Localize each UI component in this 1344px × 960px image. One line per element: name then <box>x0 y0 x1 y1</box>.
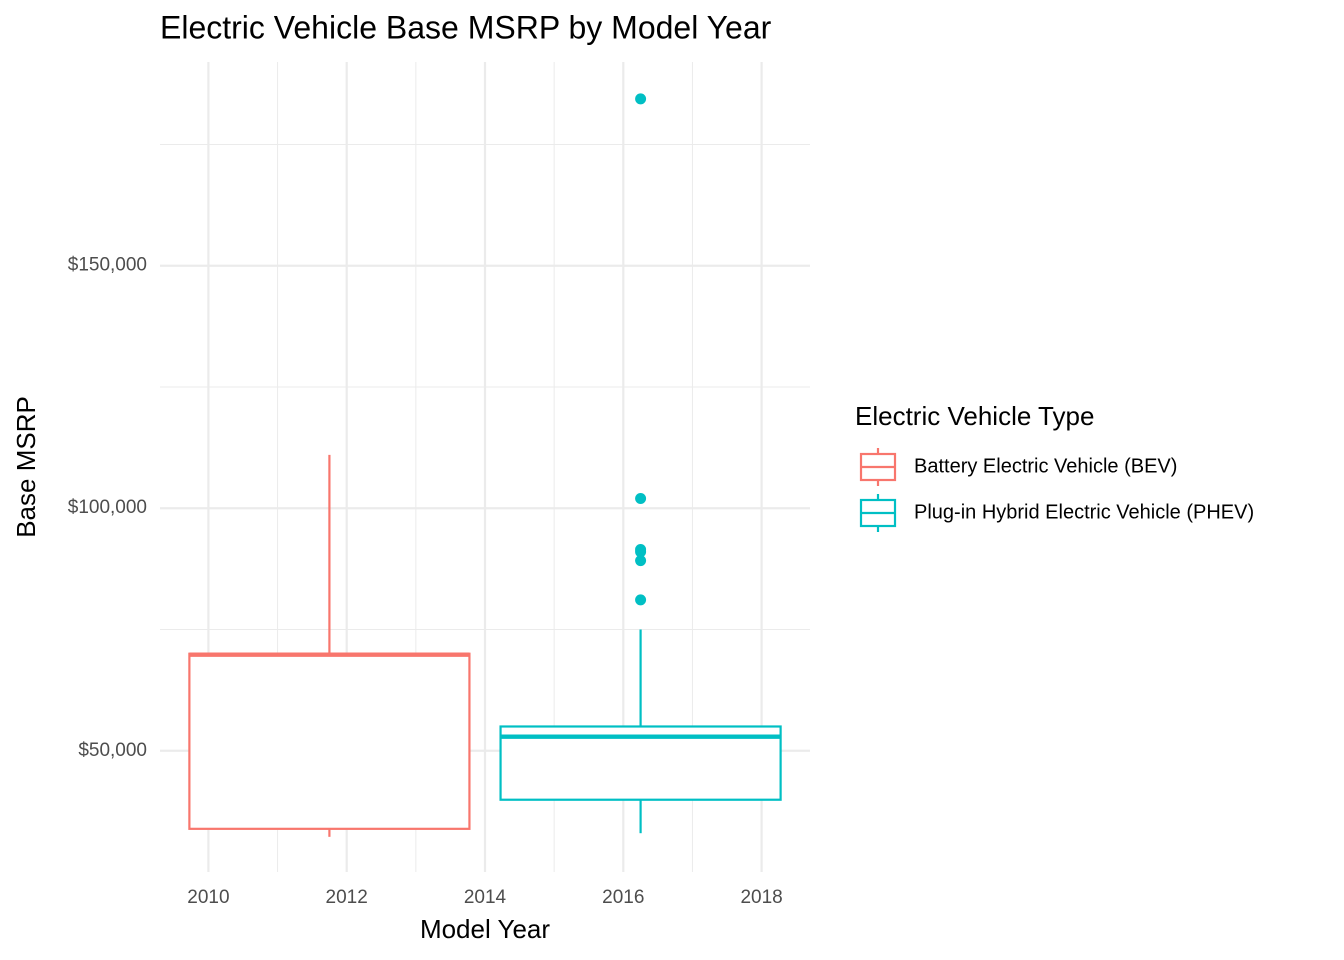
y-tick-label: $100,000 <box>68 497 147 518</box>
outlier <box>635 555 647 567</box>
legend-label: Plug-in Hybrid Electric Vehicle (PHEV) <box>914 501 1254 523</box>
outlier <box>635 93 647 105</box>
x-tick-label: 2016 <box>602 887 644 908</box>
outlier <box>635 594 647 606</box>
outlier <box>635 546 647 558</box>
marks <box>188 93 782 837</box>
legend-key <box>859 494 897 532</box>
box <box>188 652 471 830</box>
legend-label: Battery Electric Vehicle (BEV) <box>914 455 1177 477</box>
y-tick-label: $150,000 <box>68 255 147 276</box>
legend-key <box>859 448 897 486</box>
x-axis-title: Model Year <box>420 914 550 944</box>
chart-title: Electric Vehicle Base MSRP by Model Year <box>160 9 772 45</box>
x-tick-label: 2018 <box>740 887 782 908</box>
y-axis-title: Base MSRP <box>11 396 41 538</box>
x-tick-label: 2012 <box>326 887 368 908</box>
x-tick-label: 2014 <box>464 887 507 908</box>
legend-title: Electric Vehicle Type <box>855 401 1094 431</box>
x-tick-label: 2010 <box>187 887 229 908</box>
y-tick-label: $50,000 <box>78 740 147 761</box>
outlier <box>635 493 647 505</box>
